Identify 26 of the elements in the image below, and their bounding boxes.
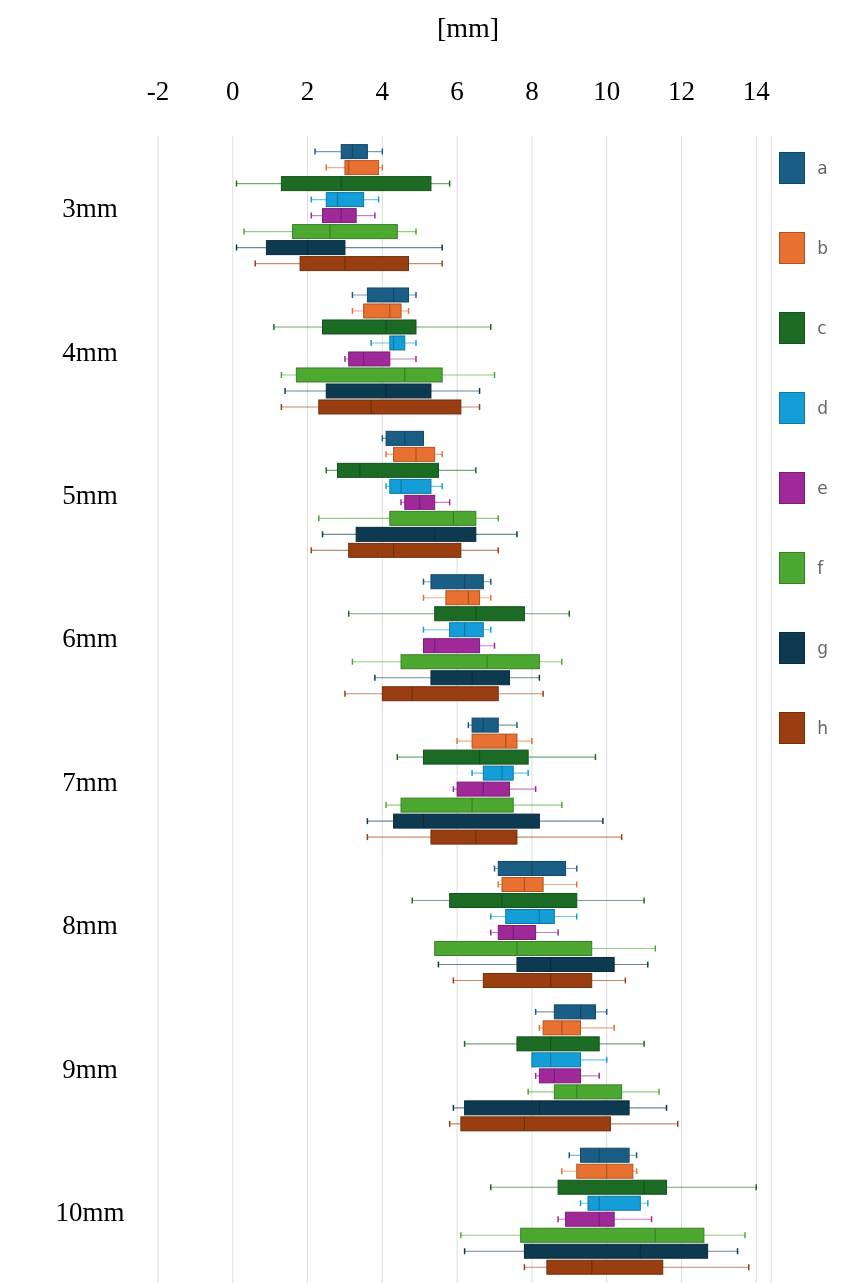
y-tick-label: 6mm [62,623,118,654]
legend-label: h [817,718,828,738]
y-tick-label: 9mm [62,1053,118,1084]
y-tick-label: 7mm [62,766,118,797]
legend-label: d [817,398,828,418]
y-tick-label: 4mm [62,336,118,367]
legend-label: e [817,478,828,498]
legend-label: g [817,638,828,658]
y-tick-label: 10mm [55,1196,125,1227]
x-tick-label: -2 [146,76,170,106]
y-tick-label: 8mm [62,910,118,941]
legend-label: c [817,318,827,338]
x-tick-label: 14 [742,76,771,106]
x-tick-label: 12 [667,76,695,106]
x-tick-label: 2 [300,76,315,106]
legend-label: a [817,158,828,178]
x-tick-label: 10 [593,76,621,106]
x-tick-label: 0 [226,76,240,106]
y-tick-label: 3mm [62,193,118,224]
x-tick-label: 6 [450,76,464,106]
x-axis-title: [mm] [435,12,501,44]
legend-label: b [817,238,828,258]
x-tick-label: 4 [375,76,390,106]
legend-label: f [817,558,824,578]
x-tick-label: 8 [525,76,539,106]
y-tick-label: 5mm [62,480,118,511]
